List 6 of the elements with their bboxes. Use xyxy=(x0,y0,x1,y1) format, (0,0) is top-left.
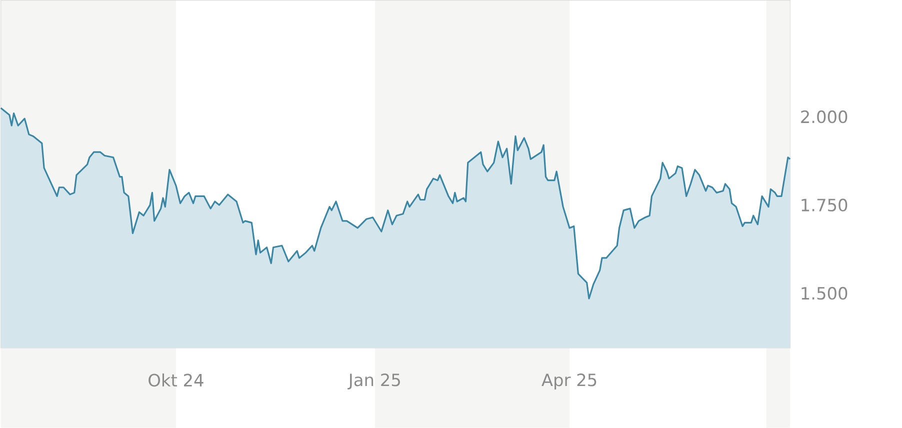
x-tick-label: Okt 24 xyxy=(148,374,204,387)
x-tick-label: Apr 25 xyxy=(542,374,596,390)
x-tick-label: Jan 25 xyxy=(348,374,400,390)
y-tick-label: 1.750 xyxy=(802,198,848,212)
y-tick-label: 1.500 xyxy=(802,286,848,300)
y-tick-label: 2.000 xyxy=(801,110,848,124)
